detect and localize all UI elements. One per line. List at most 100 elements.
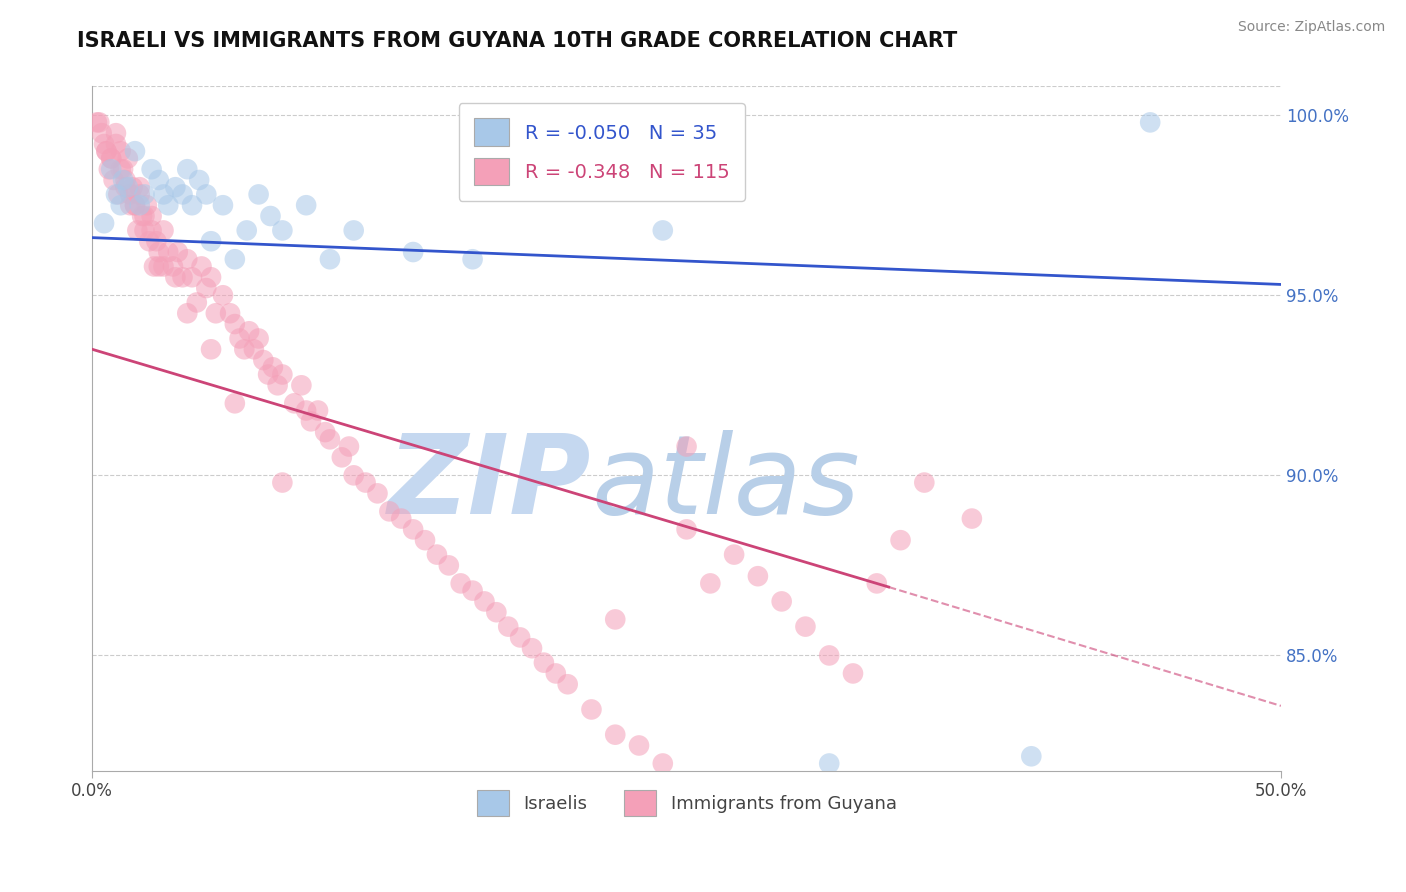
Point: [145, 234, 167, 248]
Point: [319, 433, 342, 447]
Point: [605, 728, 627, 742]
Point: [343, 468, 366, 483]
Point: [93, 136, 115, 151]
Point: [166, 245, 188, 260]
Point: [100, 152, 122, 166]
Point: [307, 403, 329, 417]
Point: [426, 548, 449, 562]
Point: [97, 162, 120, 177]
Point: [330, 450, 353, 465]
Point: [283, 396, 305, 410]
Point: [165, 180, 187, 194]
Point: [699, 576, 721, 591]
Point: [252, 353, 274, 368]
Point: [581, 702, 603, 716]
Point: [544, 666, 567, 681]
Point: [605, 612, 627, 626]
Point: [1139, 115, 1161, 129]
Point: [354, 475, 377, 490]
Point: [134, 187, 156, 202]
Point: [117, 180, 139, 194]
Point: [437, 558, 460, 573]
Point: [120, 187, 142, 202]
Point: [228, 331, 250, 345]
Point: [747, 569, 769, 583]
Point: [112, 162, 135, 177]
Point: [224, 317, 246, 331]
Point: [107, 187, 129, 202]
Point: [127, 223, 149, 237]
Point: [172, 270, 194, 285]
Point: [485, 605, 508, 619]
Point: [165, 270, 187, 285]
Point: [114, 180, 136, 194]
Point: [651, 756, 673, 771]
Point: [402, 245, 425, 260]
Point: [243, 343, 266, 357]
Point: [96, 144, 118, 158]
Point: [188, 173, 211, 187]
Point: [141, 223, 163, 237]
Point: [450, 576, 472, 591]
Point: [110, 162, 132, 177]
Point: [233, 343, 256, 357]
Point: [257, 368, 280, 382]
Point: [181, 198, 204, 212]
Point: [124, 198, 146, 212]
Point: [181, 270, 204, 285]
Point: [141, 209, 163, 223]
Point: [143, 260, 166, 274]
Point: [176, 252, 198, 267]
Point: [224, 396, 246, 410]
Point: [212, 288, 235, 302]
Text: atlas: atlas: [592, 430, 860, 537]
Point: [337, 440, 360, 454]
Point: [259, 209, 281, 223]
Point: [389, 511, 412, 525]
Point: [152, 223, 174, 237]
Point: [533, 656, 555, 670]
Point: [117, 152, 139, 166]
Point: [100, 162, 122, 177]
Point: [219, 306, 242, 320]
Point: [104, 187, 127, 202]
Point: [866, 576, 889, 591]
Point: [204, 306, 226, 320]
Point: [104, 136, 127, 151]
Point: [152, 260, 174, 274]
Point: [128, 198, 150, 212]
Point: [124, 144, 146, 158]
Point: [366, 486, 388, 500]
Point: [103, 173, 125, 187]
Point: [176, 306, 198, 320]
Point: [474, 594, 496, 608]
Point: [794, 619, 817, 633]
Point: [157, 198, 180, 212]
Point: [271, 368, 294, 382]
Point: [247, 187, 270, 202]
Text: ISRAELI VS IMMIGRANTS FROM GUYANA 10TH GRADE CORRELATION CHART: ISRAELI VS IMMIGRANTS FROM GUYANA 10TH G…: [77, 31, 957, 51]
Point: [314, 425, 336, 439]
Point: [157, 245, 180, 260]
Point: [152, 187, 174, 202]
Point: [378, 504, 401, 518]
Text: ZIP: ZIP: [388, 430, 592, 537]
Point: [172, 187, 194, 202]
Point: [212, 198, 235, 212]
Point: [238, 324, 260, 338]
Point: [100, 152, 122, 166]
Point: [176, 162, 198, 177]
Point: [110, 198, 132, 212]
Point: [1021, 749, 1043, 764]
Point: [343, 223, 366, 237]
Point: [90, 126, 112, 140]
Legend: Israelis, Immigrants from Guyana: Israelis, Immigrants from Guyana: [470, 783, 904, 823]
Point: [295, 198, 318, 212]
Point: [134, 223, 156, 237]
Point: [842, 666, 865, 681]
Point: [651, 223, 673, 237]
Point: [266, 378, 288, 392]
Point: [135, 198, 157, 212]
Point: [461, 583, 484, 598]
Point: [235, 223, 257, 237]
